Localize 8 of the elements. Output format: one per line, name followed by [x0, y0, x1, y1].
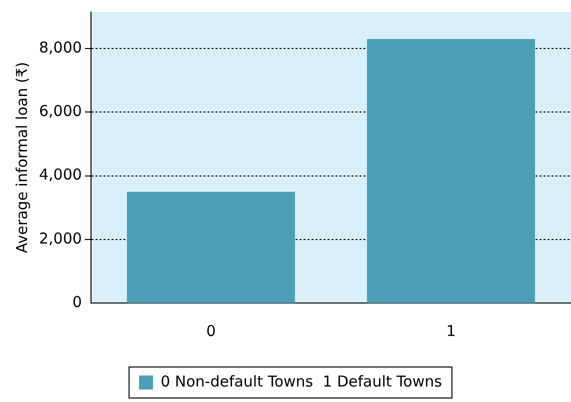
legend-label: 0 Non-default Towns 1 Default Towns: [160, 372, 442, 390]
y-tick-label: 4,000: [38, 166, 82, 184]
y-tick-label: 0: [72, 292, 82, 311]
y-axis-title: Average informal loan (₹): [12, 62, 31, 254]
y-tick-label: 8,000: [38, 38, 82, 56]
y-tick-label: 2,000: [38, 229, 82, 248]
x-tick-label: 1: [446, 322, 456, 340]
y-tick-label: 6,000: [38, 102, 82, 120]
